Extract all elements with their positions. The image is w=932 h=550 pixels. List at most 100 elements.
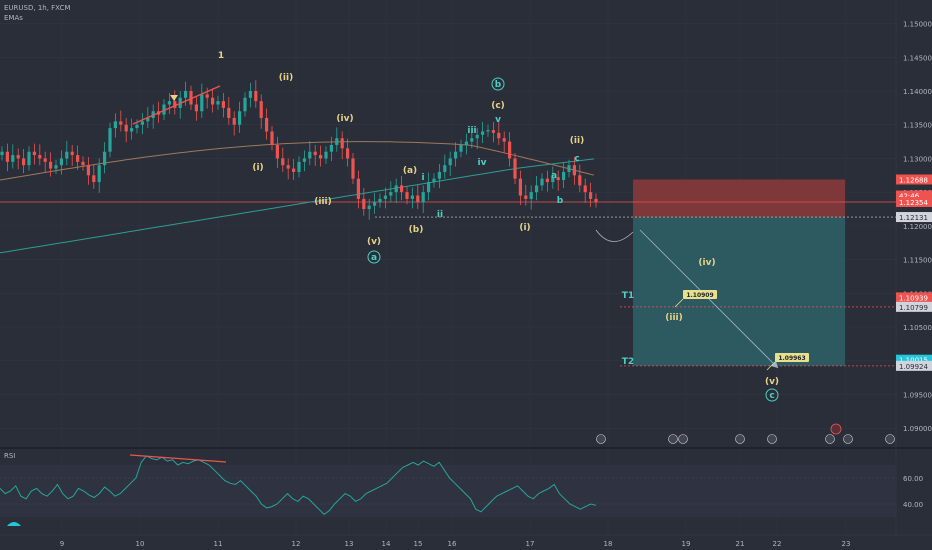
candle-body <box>173 101 177 108</box>
candle-body <box>432 178 436 183</box>
time-tick-label: 19 <box>682 540 691 548</box>
candle-body <box>335 138 339 145</box>
candle-body <box>486 130 490 132</box>
symbol-title: EURUSD, 1h, FXCM <box>4 4 71 12</box>
candle-body <box>238 111 242 125</box>
candle-body <box>140 121 144 125</box>
candle-body <box>373 202 377 206</box>
price-tick-label: 1.13500 <box>903 122 932 130</box>
candle-body <box>578 175 582 186</box>
candle-body <box>383 195 387 199</box>
time-tick-label: 16 <box>448 540 457 548</box>
rsi-tick-label: 40.00 <box>903 501 923 509</box>
candle-body <box>367 205 371 210</box>
candle-body <box>508 141 512 159</box>
price-tick-label: 1.14500 <box>903 54 932 62</box>
candle-body <box>394 185 398 193</box>
candle-body <box>594 198 598 203</box>
rsi-tick-label: 60.00 <box>903 475 923 483</box>
candle-body <box>205 94 209 98</box>
candle-body <box>518 178 522 196</box>
target-tag-text: 1.10909 <box>686 292 713 299</box>
projection-curve <box>595 229 634 242</box>
price-axis-tag-text: 1.12131 <box>899 214 928 222</box>
candle-body <box>540 178 544 186</box>
candle-body <box>54 165 58 169</box>
target-tag-box <box>775 353 809 362</box>
candle-body <box>200 94 204 112</box>
candle-body <box>254 91 258 102</box>
candle-body <box>351 158 355 179</box>
candle-body <box>16 155 20 159</box>
candle-body <box>400 185 404 193</box>
candle-body <box>275 144 279 159</box>
wave-label: (ii) <box>570 136 584 146</box>
candle-body <box>378 198 382 203</box>
candle-body <box>5 151 9 162</box>
candle-body <box>475 134 479 139</box>
rsi-label: RSI <box>4 452 16 460</box>
candle-body <box>437 171 441 179</box>
rsi-band <box>0 465 896 517</box>
candle-body <box>470 138 474 142</box>
rsi-line <box>0 455 597 516</box>
time-tick-label: 22 <box>773 540 782 548</box>
candle-body <box>184 91 188 98</box>
wave-label: (iv) <box>698 258 715 268</box>
ema-slow-line <box>0 158 595 254</box>
candle-body <box>221 101 225 108</box>
price-axis-tag <box>896 174 932 185</box>
candle-body <box>427 182 431 193</box>
wave-label: (iii) <box>665 313 682 323</box>
candle-body <box>302 158 306 162</box>
candle-body <box>108 128 112 152</box>
candle-body <box>551 177 555 183</box>
divergence-line <box>132 85 221 125</box>
candle-body <box>76 155 80 162</box>
price-axis-tag <box>896 190 932 201</box>
wave-label: c <box>574 154 579 164</box>
wave-label: (v) <box>367 237 381 247</box>
candle-body <box>211 97 215 105</box>
price-tick-label: 1.15000 <box>903 21 932 29</box>
candle-body <box>286 165 290 169</box>
wave-label: iii <box>467 126 476 136</box>
candle-body <box>459 144 463 152</box>
candle-body <box>405 192 409 199</box>
price-axis-tag-text: 42:46 <box>899 193 920 201</box>
event-flag-icon <box>767 434 777 444</box>
price-axis-tag <box>896 212 932 223</box>
time-tick-label: 15 <box>414 540 423 548</box>
price-axis-tag-text: 1.10799 <box>899 304 928 312</box>
target-tag-pointer <box>766 361 776 371</box>
price-axis-tag-text: 1.12688 <box>899 176 928 184</box>
event-flag-icon <box>885 434 895 444</box>
wave-label: (iv) <box>336 114 353 124</box>
event-flag-icon <box>678 434 688 444</box>
wave-label: ii <box>437 210 443 220</box>
down-arrow-icon <box>170 95 178 101</box>
wave-label: v <box>495 115 501 125</box>
candle-body <box>27 151 31 166</box>
wave-label: (i) <box>252 163 263 173</box>
time-tick-label: 17 <box>526 540 535 548</box>
candle-body <box>421 192 425 203</box>
candle-body <box>70 151 74 156</box>
candle-body <box>189 91 193 105</box>
candle-body <box>146 117 150 122</box>
candle-body <box>0 151 4 156</box>
candle-body <box>86 165 90 176</box>
wave-label: a <box>551 171 557 181</box>
candle-body <box>454 151 458 159</box>
price-tick-label: 1.13000 <box>903 155 932 163</box>
wave-label: (v) <box>765 377 779 387</box>
candle-body <box>324 151 328 159</box>
alert-icon <box>830 423 842 435</box>
arrowhead-icon <box>771 361 778 368</box>
candle-body <box>410 195 414 199</box>
wave-label: b <box>557 196 564 206</box>
candle-body <box>38 155 42 159</box>
time-tick-label: 9 <box>60 540 64 548</box>
candle-body <box>59 158 63 166</box>
